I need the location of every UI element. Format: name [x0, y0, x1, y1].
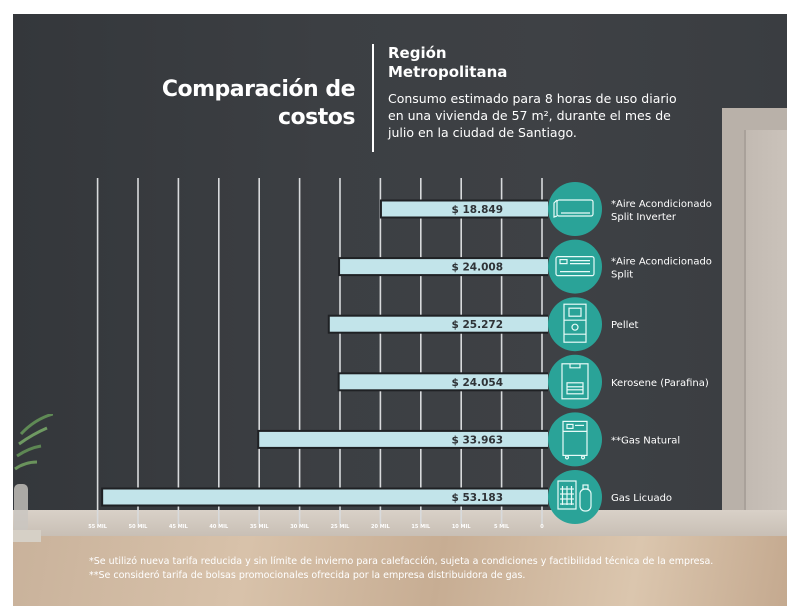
category-label-line-2: Split [611, 270, 633, 281]
category-label-line-2: Split Inverter [611, 212, 677, 223]
plant-decoration [13, 414, 53, 542]
category-label: **Gas Natural [611, 435, 680, 446]
icon-circle [548, 354, 602, 409]
title-line-2: costos [278, 105, 355, 130]
category-labels: *Aire Acondicionado Split Inverter *Aire A… [611, 199, 712, 504]
bar [339, 374, 548, 390]
bar [329, 316, 548, 332]
grid-lines [96, 178, 543, 524]
baseboard [13, 510, 787, 536]
category-label-line-1: *Aire Acondicionado [611, 257, 712, 268]
x-tick-label: 35 MIL [250, 524, 270, 530]
split-inverter-ac-icon [548, 182, 602, 236]
bar-value-label: $ 24.054 [452, 377, 503, 389]
cost-bar-chart: 55 MIL 50 MIL 45 MIL 40 MIL 35 MIL 30 MIL 25 M… [88, 178, 712, 530]
region-line-1: Región [388, 44, 447, 62]
x-tick-label: 55 MIL [88, 524, 108, 530]
x-tick-label: 10 MIL [452, 524, 472, 530]
bar [340, 259, 548, 275]
category-label: Gas Licuado [611, 493, 672, 504]
region-line-2: Metropolitana [388, 63, 508, 81]
x-tick-label: 0 [540, 524, 544, 530]
bar-value-label: $ 24.008 [452, 262, 503, 274]
bars: $ 18.849 $ 24.008 $ 25.272 $ 24.054 $ 33.963… [101, 199, 548, 507]
region-title: Región Metropolitana [388, 44, 507, 82]
pellet-stove-icon [548, 297, 602, 352]
description-line-1: Consumo estimado para 8 horas de uso dia… [388, 91, 677, 106]
footnotes: *Se utilizó nueva tarifa reducida y sin … [89, 555, 713, 583]
x-tick-label: 45 MIL [169, 524, 189, 530]
bar-value-label: $ 33.963 [452, 434, 503, 446]
icon-circle [548, 182, 602, 236]
description-line-2: en una vivienda de 57 m², durante el mes… [388, 108, 671, 123]
x-tick-label: 50 MIL [129, 524, 149, 530]
wood-floor [13, 536, 787, 606]
x-tick-label: 20 MIL [371, 524, 391, 530]
lpg-heater-icon [548, 470, 602, 524]
x-tick-label: 15 MIL [411, 524, 431, 530]
page-title: Comparación de costos [161, 76, 356, 132]
category-label-line-1: *Aire Acondicionado [611, 199, 712, 210]
category-icons [548, 182, 602, 524]
x-tick-label: 30 MIL [290, 524, 310, 530]
x-tick-label: 40 MIL [209, 524, 229, 530]
title-divider [372, 44, 374, 152]
description: Consumo estimado para 8 horas de uso dia… [388, 90, 728, 141]
category-label: Kerosene (Parafina) [611, 378, 709, 389]
bar-value-label: $ 25.272 [452, 319, 503, 331]
icon-circle [548, 412, 602, 467]
x-tick-label: 5 MIL [494, 524, 510, 530]
category-label: Pellet [611, 320, 639, 331]
bar [259, 431, 548, 447]
gas-heater-icon [548, 412, 602, 467]
split-ac-icon [548, 239, 602, 294]
x-axis-ticks: 55 MIL 50 MIL 45 MIL 40 MIL 35 MIL 30 MIL 25 M… [88, 524, 544, 530]
icon-circle [548, 239, 602, 294]
bar [381, 201, 548, 217]
door [744, 130, 787, 536]
kerosene-heater-icon [548, 354, 602, 409]
infographic: Comparación de costos Región Metropolita… [13, 14, 787, 606]
bar-value-label: $ 18.849 [452, 204, 503, 216]
icon-circle [548, 470, 602, 524]
x-tick-label: 25 MIL [331, 524, 351, 530]
bar [103, 489, 548, 505]
title-line-1: Comparación de [161, 77, 356, 102]
footnote-2: **Se consideró tarifa de bolsas promocio… [89, 570, 526, 581]
description-line-3: julio en la ciudad de Santiago. [388, 125, 577, 140]
bar-value-label: $ 53.183 [452, 492, 503, 504]
footnote-1: *Se utilizó nueva tarifa reducida y sin … [89, 556, 714, 567]
